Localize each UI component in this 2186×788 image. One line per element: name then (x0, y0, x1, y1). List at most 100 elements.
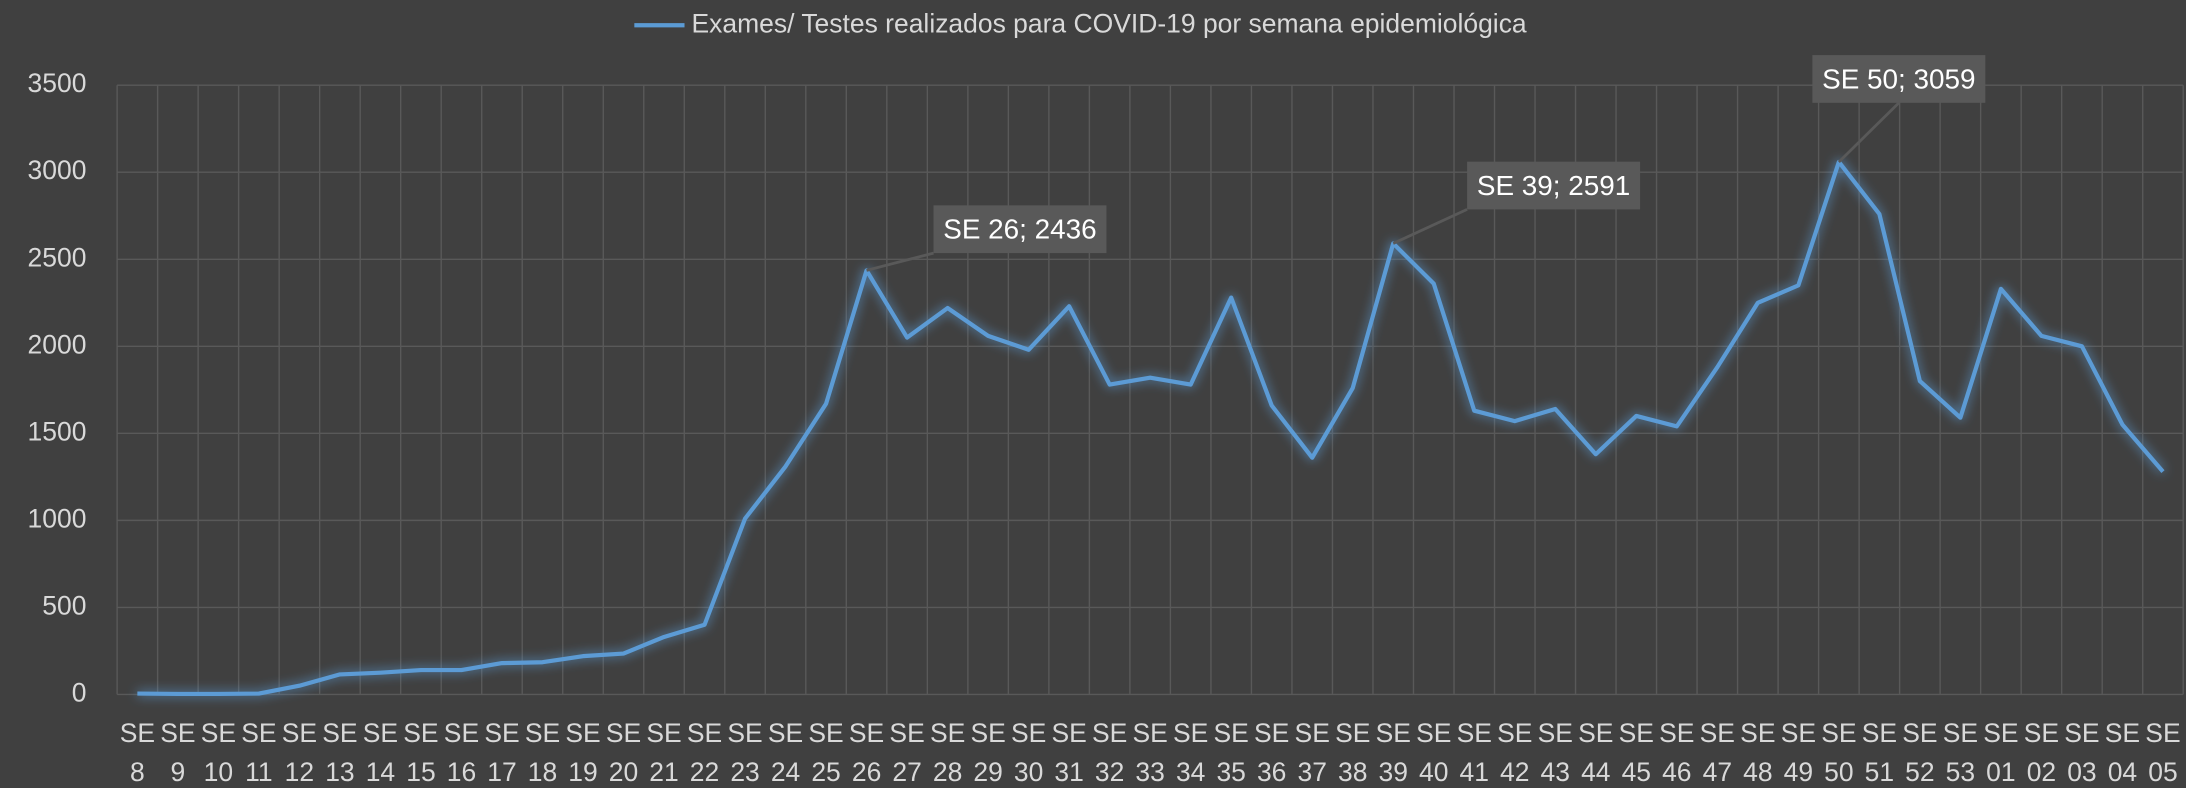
x-tick-label: SE 01 (1983, 718, 2018, 787)
x-tick-label-line: SE (1538, 718, 1573, 748)
x-tick-label: SE 44 (1578, 718, 1613, 787)
x-tick-label: SE 10 (201, 718, 236, 787)
leader-line (866, 251, 934, 272)
x-tick-label: SE 39 (1376, 718, 1411, 787)
x-tick-label: SE 9 (160, 718, 195, 787)
x-tick-label: SE 43 (1538, 718, 1573, 787)
x-tick-label-line: SE (1416, 718, 1451, 748)
x-tick-label-line: 29 (973, 757, 1002, 787)
x-tick-label-line: 31 (1054, 757, 1083, 787)
data-line (137, 159, 2165, 697)
x-tick-label-line: SE (241, 718, 276, 748)
x-tick-label-line: SE (849, 718, 884, 748)
x-tick-label: SE 8 (120, 718, 155, 787)
x-tick-label: SE 02 (2024, 718, 2059, 787)
legend-label: Exames/ Testes realizados para COVID-19 … (691, 8, 1526, 38)
x-tick-label-line: 05 (2148, 757, 2177, 787)
x-tick-label-line: SE (727, 718, 762, 748)
x-tick-label-line: SE (1902, 718, 1937, 748)
x-tick-label-line: SE (768, 718, 803, 748)
x-tick-label-line: SE (1740, 718, 1775, 748)
x-tick-label-line: 37 (1297, 757, 1326, 787)
x-tick-label-line: 50 (1824, 757, 1853, 787)
x-tick-label-line: SE (2105, 718, 2140, 748)
x-tick-label: SE 11 (241, 718, 276, 787)
x-tick-label: SE 52 (1902, 718, 1937, 787)
x-tick-label-line: 33 (1135, 757, 1164, 787)
x-tick-label: SE 27 (889, 718, 924, 787)
x-tick-label-line: 49 (1784, 757, 1813, 787)
x-tick-label: SE 14 (363, 718, 398, 787)
leader-line (1837, 101, 1900, 163)
x-tick-label: SE 03 (2064, 718, 2099, 787)
x-tick-label: SE 20 (606, 718, 641, 787)
x-tick-label-line: SE (403, 718, 438, 748)
x-tick-label-line: SE (484, 718, 519, 748)
x-tick-label-line: SE (1943, 718, 1978, 748)
x-tick-label-line: SE (1173, 718, 1208, 748)
x-tick-label-line: 04 (2108, 757, 2137, 787)
leader-line (1392, 208, 1468, 245)
x-tick-label-line: SE (1051, 718, 1086, 748)
x-tick-label: SE 05 (2145, 718, 2180, 787)
data-label-group: SE 39; 2591 (1392, 161, 1641, 245)
x-tick-label-line: SE (2145, 718, 2180, 748)
x-tick-label: SE 13 (322, 718, 357, 787)
data-label: SE 50; 3059 (1822, 63, 1975, 94)
x-tick-label: SE 17 (484, 718, 519, 787)
x-tick-label-line: 9 (171, 757, 186, 787)
x-tick-label: SE 30 (1011, 718, 1046, 787)
x-tick-label-line: SE (1862, 718, 1897, 748)
x-tick-label-line: 25 (811, 757, 840, 787)
x-tick-label-line: 46 (1662, 757, 1691, 787)
x-tick-label-line: 36 (1257, 757, 1286, 787)
x-tick-label-line: 01 (1986, 757, 2015, 787)
x-tick-label-line: 42 (1500, 757, 1529, 787)
x-tick-label-line: 52 (1905, 757, 1934, 787)
x-tick-label-line: 20 (609, 757, 638, 787)
y-tick-label: 0 (72, 677, 87, 707)
x-tick-label-line: SE (930, 718, 965, 748)
x-tick-label-line: SE (1781, 718, 1816, 748)
x-tick-label-line: SE (1619, 718, 1654, 748)
x-tick-label: SE 45 (1619, 718, 1654, 787)
x-tick-label-line: 22 (690, 757, 719, 787)
data-label: SE 39; 2591 (1477, 170, 1630, 201)
x-tick-label-line: SE (322, 718, 357, 748)
x-tick-label-line: 14 (366, 757, 395, 787)
x-tick-label: SE 23 (727, 718, 762, 787)
y-tick-label: 2000 (28, 329, 87, 359)
x-tick-label-line: SE (1011, 718, 1046, 748)
x-tick-label-line: SE (1335, 718, 1370, 748)
x-tick-label-line: SE (687, 718, 722, 748)
data-label-box (933, 205, 1107, 254)
x-tick-label: SE 41 (1457, 718, 1492, 787)
x-tick-label-line: 28 (933, 757, 962, 787)
x-tick-label-line: SE (565, 718, 600, 748)
x-tick-label-line: SE (444, 718, 479, 748)
data-label-box (1812, 55, 1986, 103)
x-tick-label: SE 15 (403, 718, 438, 787)
x-tick-label-line: 43 (1541, 757, 1570, 787)
x-tick-label: SE 51 (1862, 718, 1897, 787)
data-label-group: SE 26; 2436 (866, 205, 1107, 272)
x-tick-label-line: 41 (1460, 757, 1489, 787)
x-tick-label: SE 48 (1740, 718, 1775, 787)
x-tick-label: SE 46 (1659, 718, 1694, 787)
x-tick-label-line: 38 (1338, 757, 1367, 787)
x-tick-label-line: 48 (1743, 757, 1772, 787)
x-tick-label: SE 37 (1295, 718, 1330, 787)
x-tick-label: SE 53 (1943, 718, 1978, 787)
x-tick-label-line: SE (889, 718, 924, 748)
x-tick-label-line: 27 (892, 757, 921, 787)
x-tick-label-line: SE (525, 718, 560, 748)
x-tick-label-line: 40 (1419, 757, 1448, 787)
x-tick-label: SE 24 (768, 718, 803, 787)
x-tick-label-line: 21 (649, 757, 678, 787)
x-tick-label-line: 32 (1095, 757, 1124, 787)
x-tick-label: SE 50 (1821, 718, 1856, 787)
y-tick-label: 3000 (28, 155, 87, 185)
x-tick-label-line: SE (2024, 718, 2059, 748)
x-tick-label-line: SE (201, 718, 236, 748)
